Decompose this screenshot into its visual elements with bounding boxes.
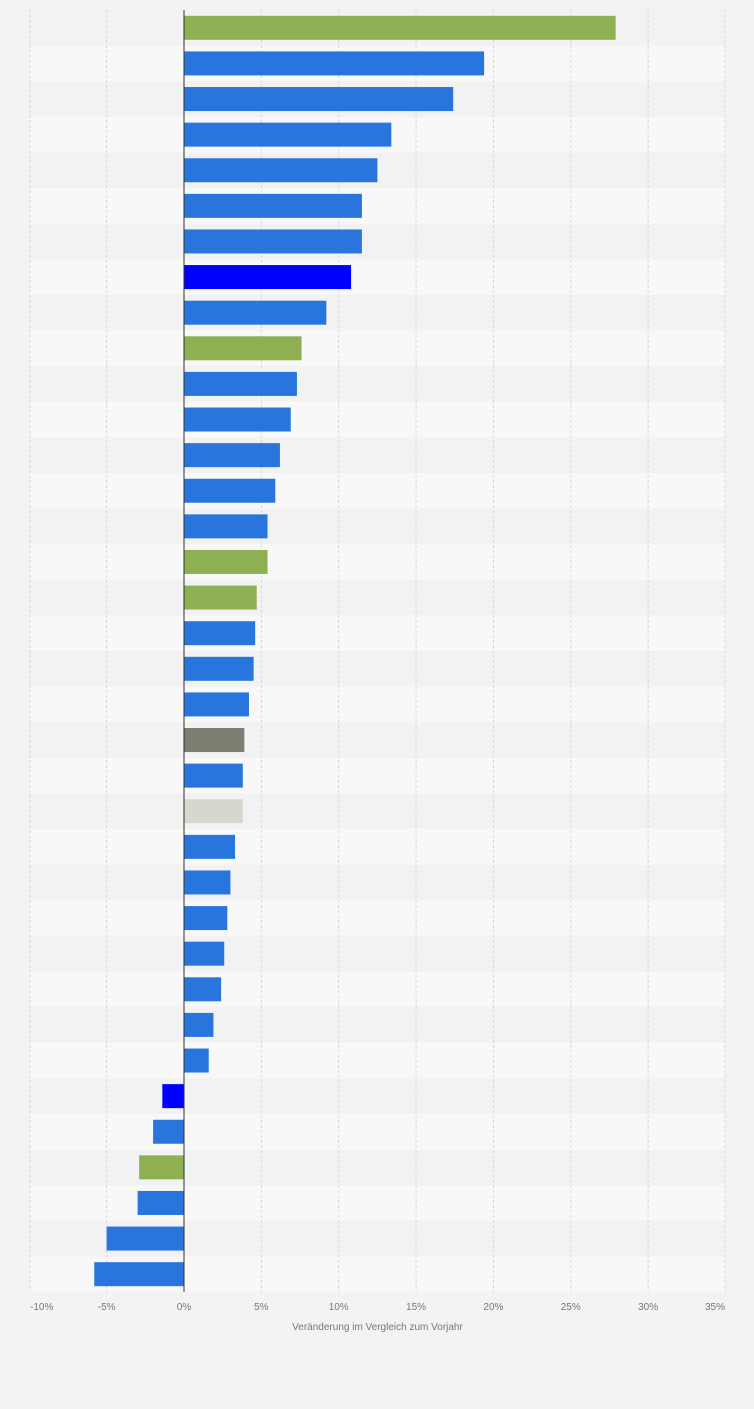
x-tick-label: 35% (705, 1302, 725, 1313)
row-band (30, 971, 725, 1008)
bars (94, 15, 616, 1287)
bar[interactable] (162, 1084, 184, 1109)
row-band (30, 651, 725, 687)
grid-lines (29, 10, 726, 1292)
bar[interactable] (184, 229, 362, 254)
bar[interactable] (184, 692, 249, 717)
bar[interactable] (184, 585, 257, 610)
bar[interactable] (153, 1119, 184, 1144)
row-band (30, 829, 725, 865)
bar[interactable] (184, 549, 268, 574)
bar[interactable] (184, 656, 254, 681)
row-band (30, 864, 725, 901)
row-band (30, 188, 725, 224)
x-tick-label: -10% (30, 1302, 53, 1313)
row-band (30, 900, 725, 936)
bar[interactable] (184, 336, 302, 361)
row-band (30, 401, 725, 438)
row-band (30, 615, 725, 651)
x-axis-title: Veränderung im Vergleich zum Vorjahr (292, 1322, 463, 1333)
row-band (30, 722, 725, 758)
bar[interactable] (184, 1048, 209, 1073)
bar[interactable] (184, 799, 243, 824)
x-tick-label: 5% (254, 1302, 269, 1313)
bar[interactable] (184, 51, 485, 76)
row-band (30, 1113, 725, 1150)
bar[interactable] (184, 193, 362, 218)
row-band (30, 1078, 725, 1114)
bar[interactable] (184, 158, 378, 183)
x-tick-label: 10% (329, 1302, 349, 1313)
bar[interactable] (184, 300, 327, 325)
bar[interactable] (106, 1226, 184, 1251)
row-band (30, 259, 725, 295)
row-band (30, 757, 725, 794)
x-tick-label: 20% (483, 1302, 503, 1313)
x-tick-label: 30% (638, 1302, 658, 1313)
row-band (30, 437, 725, 473)
bar[interactable] (184, 870, 231, 895)
bar[interactable] (94, 1262, 184, 1287)
row-band (30, 152, 725, 189)
row-band (30, 1007, 725, 1043)
bar[interactable] (184, 728, 245, 753)
row-band (30, 294, 725, 331)
bar[interactable] (184, 977, 222, 1002)
row-band (30, 935, 725, 972)
row-band (30, 508, 725, 545)
x-tick-label: 0% (177, 1302, 192, 1313)
row-band (30, 793, 725, 830)
row-band (30, 686, 725, 723)
bar[interactable] (184, 763, 243, 788)
row-band (30, 330, 725, 367)
bar[interactable] (184, 621, 256, 646)
row-band (30, 1042, 725, 1079)
bar[interactable] (184, 1012, 214, 1037)
row-band (30, 1149, 725, 1186)
bar[interactable] (184, 407, 291, 432)
bar[interactable] (184, 941, 225, 966)
bar[interactable] (139, 1155, 184, 1180)
row-band (30, 544, 725, 580)
x-tick-label: 25% (561, 1302, 581, 1313)
bar[interactable] (184, 834, 236, 859)
bar[interactable] (184, 478, 276, 503)
bar[interactable] (184, 265, 352, 290)
row-band (30, 366, 725, 402)
bar[interactable] (184, 122, 392, 147)
row-band (30, 579, 725, 616)
row-band (30, 223, 725, 260)
bar[interactable] (184, 15, 616, 40)
bar[interactable] (184, 906, 228, 931)
row-band (30, 1185, 725, 1221)
x-axis-ticks: -10% -5% 0% 5% 10% 15% 20% 25% 30% 35% (30, 1302, 725, 1313)
bar[interactable] (184, 87, 454, 112)
x-tick-label: -5% (98, 1302, 116, 1313)
x-tick-label: 15% (406, 1302, 426, 1313)
bar[interactable] (184, 371, 297, 396)
bar[interactable] (184, 443, 280, 468)
bar[interactable] (184, 514, 268, 539)
bar[interactable] (137, 1190, 184, 1215)
row-band (30, 472, 725, 509)
row-bands (30, 10, 725, 1292)
